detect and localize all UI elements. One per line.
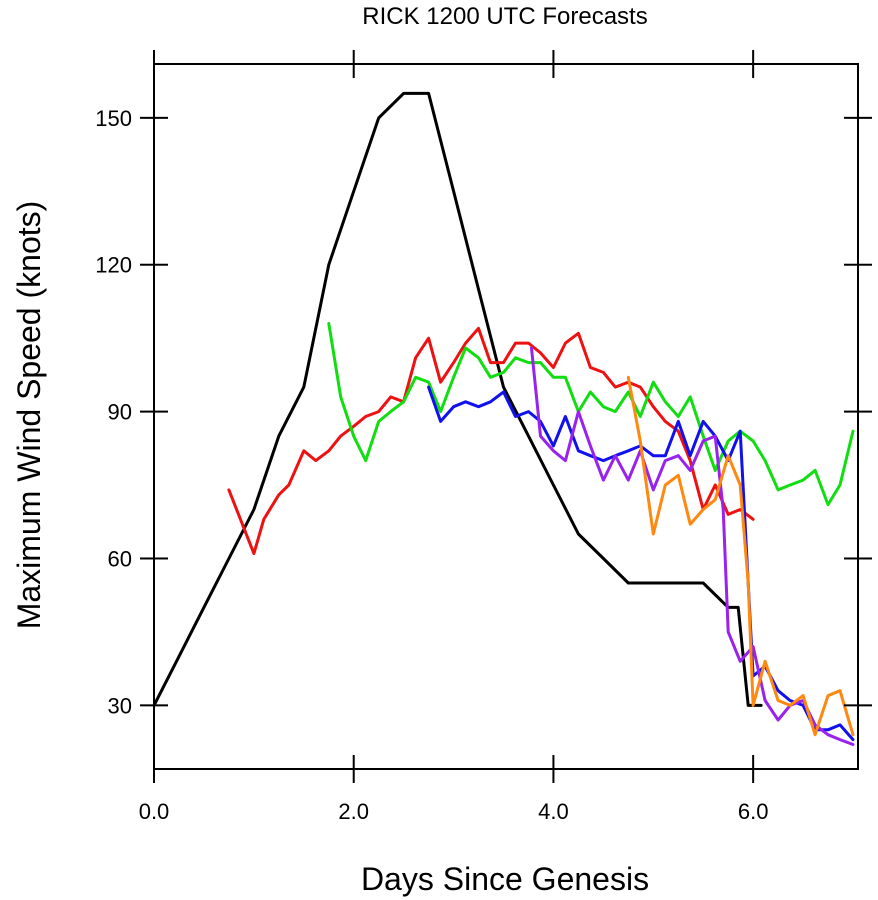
x-tick-label: 2.0	[338, 799, 369, 824]
y-tick-label: 30	[108, 693, 132, 718]
x-tick-label: 4.0	[538, 799, 569, 824]
series-layer	[152, 91, 855, 746]
series-line-5	[530, 346, 855, 746]
x-tick-label: 6.0	[738, 799, 769, 824]
plot-frame	[153, 63, 859, 770]
series-line-2	[227, 326, 755, 556]
series-line-6	[626, 375, 855, 737]
chart-title: RICK 1200 UTC Forecasts	[362, 3, 647, 30]
y-axis-title: Maximum Wind Speed (knots)	[11, 201, 47, 630]
series-line-1	[152, 91, 763, 707]
x-tick-label: 0.0	[139, 799, 170, 824]
ticks-layer: 0.0 2.0 4.0 6.0 30 60 90 120 150	[95, 50, 872, 824]
x-axis-title: Days Since Genesis	[361, 861, 649, 897]
series-line-4	[427, 385, 855, 742]
y-tick-label: 60	[108, 546, 132, 571]
y-tick-label: 90	[108, 400, 132, 425]
y-tick-label: 120	[95, 253, 132, 278]
series-line-3	[327, 322, 855, 507]
y-tick-label: 150	[95, 106, 132, 131]
